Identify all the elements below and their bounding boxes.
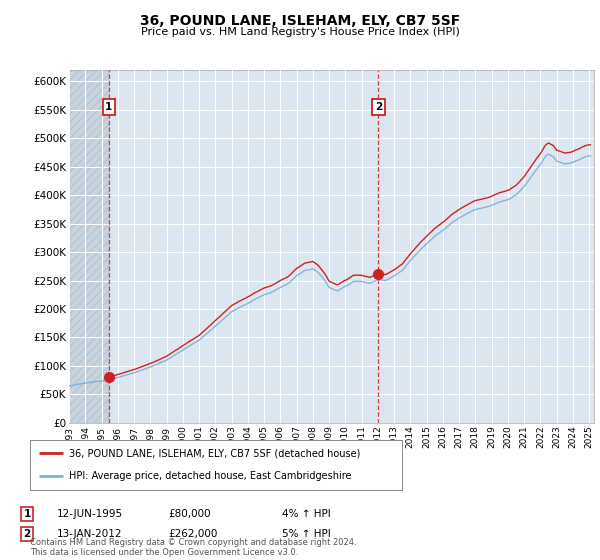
- Text: £80,000: £80,000: [168, 509, 211, 519]
- Bar: [69, 70, 109, 423]
- Text: Price paid vs. HM Land Registry's House Price Index (HPI): Price paid vs. HM Land Registry's House …: [140, 27, 460, 37]
- Text: 4% ↑ HPI: 4% ↑ HPI: [282, 509, 331, 519]
- Text: £262,000: £262,000: [168, 529, 217, 539]
- Text: 36, POUND LANE, ISLEHAM, ELY, CB7 5SF (detached house): 36, POUND LANE, ISLEHAM, ELY, CB7 5SF (d…: [69, 448, 361, 458]
- Text: 2: 2: [23, 529, 31, 539]
- Text: 13-JAN-2012: 13-JAN-2012: [57, 529, 122, 539]
- Text: 36, POUND LANE, ISLEHAM, ELY, CB7 5SF: 36, POUND LANE, ISLEHAM, ELY, CB7 5SF: [140, 14, 460, 28]
- Text: 12-JUN-1995: 12-JUN-1995: [57, 509, 123, 519]
- Text: 1: 1: [105, 102, 112, 112]
- Text: Contains HM Land Registry data © Crown copyright and database right 2024.
This d: Contains HM Land Registry data © Crown c…: [30, 538, 356, 557]
- Text: HPI: Average price, detached house, East Cambridgeshire: HPI: Average price, detached house, East…: [69, 472, 352, 482]
- Text: 1: 1: [23, 509, 31, 519]
- Text: 2: 2: [375, 102, 382, 112]
- Text: 5% ↑ HPI: 5% ↑ HPI: [282, 529, 331, 539]
